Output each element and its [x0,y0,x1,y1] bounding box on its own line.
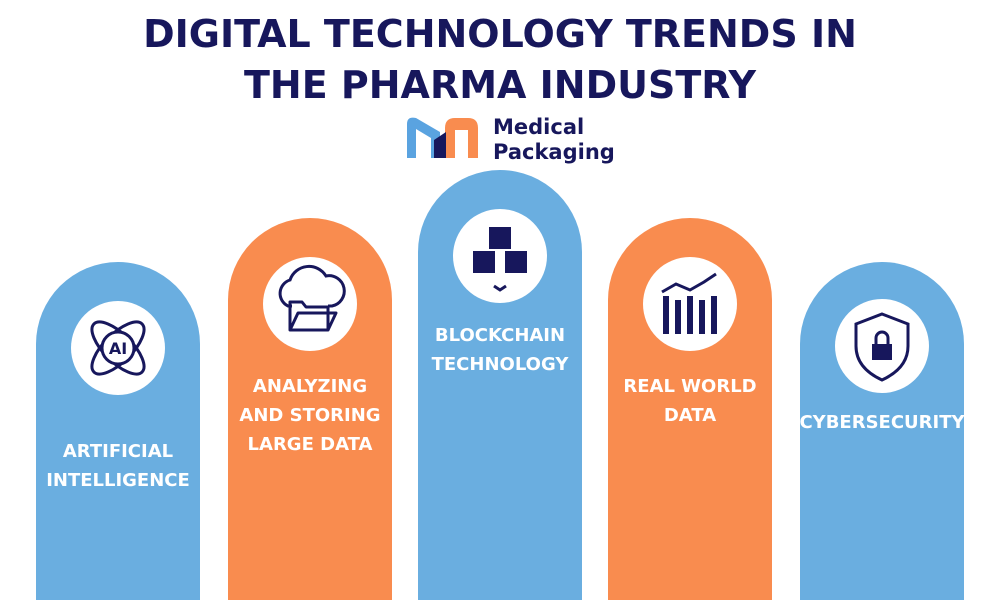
icon-text: AI [109,339,127,358]
icon-bar [699,300,705,334]
card-label: REAL WORLD [623,376,756,397]
logo-text: Medical [493,115,584,139]
icon [854,312,910,382]
icon-core [100,330,136,366]
card-label: LARGE DATA [248,434,373,455]
card-label: DATA [664,405,716,426]
icon-bar [687,296,693,334]
icon-lock [872,344,892,360]
card-label: TECHNOLOGY [432,354,570,375]
card-label: BLOCKCHAIN [435,325,565,346]
icon-bar [711,296,717,334]
icon-block [473,251,495,273]
trend-card: REAL WORLD DATA [608,218,772,600]
icon-bar [675,300,681,334]
card-label: INTELLIGENCE [46,470,190,491]
icon-block [489,227,511,249]
trend-card: BLOCKCHAIN TECHNOLOGY [418,170,582,600]
title-line: DIGITAL TECHNOLOGY TRENDS IN [143,12,857,56]
icon [473,227,527,292]
icon-block [505,251,527,273]
icon [278,264,346,332]
card-label: ANALYZING [253,376,367,397]
icon-shackle [874,330,890,344]
title-line: THE PHARMA INDUSTRY [244,63,757,107]
icon-trend [661,272,717,294]
icon-link [493,284,507,292]
icon-cloud [278,264,346,308]
icon-circle [263,257,357,351]
logo-text: Packaging [493,140,615,164]
icon-folder [288,300,338,332]
card-label: ARTIFICIAL [63,441,173,462]
icon: AI [90,320,146,376]
icon-shield [854,312,910,382]
icon-circle [453,209,547,303]
trend-card: AI ARTIFICIAL INTELLIGENCE [36,262,200,600]
card-label: AND STORING [239,405,380,426]
icon [661,272,717,334]
trend-card: CYBERSECURITY [799,262,966,600]
logo-mark [407,117,478,158]
trend-card: ANALYZING AND STORING LARGE DATA [228,218,392,600]
card-label: CYBERSECURITY [799,412,965,433]
icon-bar [663,296,669,334]
